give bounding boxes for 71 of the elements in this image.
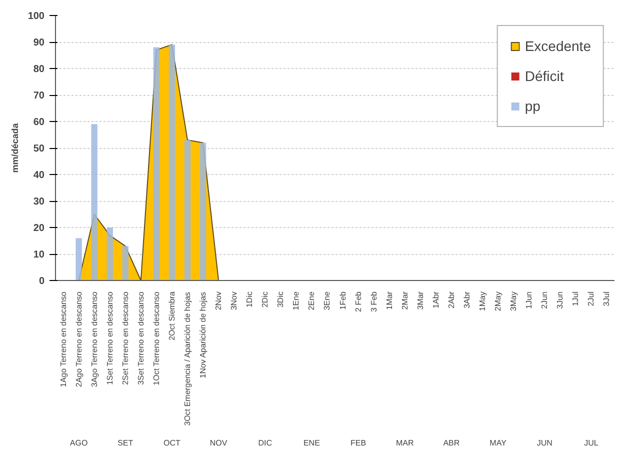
x-tick-label: 1Dic: [245, 291, 254, 308]
text: MAR: [396, 438, 414, 448]
x-tick-label: 2Set Terreno en descanso: [120, 291, 130, 385]
x-tick-label: 1Abr: [431, 291, 440, 308]
x-tick-label: 1Jul: [571, 291, 580, 306]
text: DIC: [258, 438, 272, 448]
x-tick-label: 1Oct Terreno en descanso: [152, 291, 161, 386]
x-tick-label: 3Mar: [416, 291, 425, 310]
text: MAY: [490, 438, 508, 448]
x-tick-label: 3Ene: [322, 290, 332, 310]
x-tick-label: 1Feb: [338, 290, 348, 310]
bar: [153, 47, 160, 280]
x-tick-label: 1Set Terreno en descanso: [105, 291, 114, 385]
text: ENE: [303, 438, 320, 448]
x-tick-label: 2Dic: [260, 291, 270, 308]
y-tick-label: 40: [33, 170, 45, 181]
x-tick-label: 2Jul: [586, 291, 596, 306]
x-tick-label: 2Ene: [307, 290, 316, 310]
y-axis-title: mm/década: [10, 122, 20, 173]
x-tick-label: 2Abr: [446, 291, 456, 308]
bar: [184, 140, 191, 280]
x-tick-label: 3Ago Terreno en descanso: [90, 291, 99, 388]
y-tick-label: 60: [33, 117, 45, 128]
text: JUL: [584, 438, 599, 448]
legend-label: Déficit: [524, 68, 564, 84]
text: AGO: [70, 438, 88, 448]
x-tick-label: 2May: [494, 292, 503, 312]
bar: [91, 124, 98, 280]
y-tick-label: 30: [33, 196, 45, 208]
text: SET: [118, 438, 134, 448]
x-tick-label: 3Abr: [462, 291, 472, 308]
x-tick-label: 1Ago Terreno en descanso: [58, 291, 68, 388]
text: ABR: [443, 438, 460, 448]
y-tick-label: 90: [33, 38, 45, 48]
y-tick-label: 100: [28, 11, 45, 22]
x-tick-label: 2Jun: [540, 291, 550, 309]
x-tick-label: 3Oct Emergencia / Aparición de hojas: [182, 292, 192, 426]
text: OCT: [164, 438, 181, 448]
text: NOV: [210, 438, 228, 448]
y-tick-label: 50: [33, 144, 45, 154]
y-tick-label: 70: [33, 90, 45, 102]
y-tick-label: 20: [33, 223, 45, 234]
x-tick-label: 2Ago Terreno en descanso: [74, 291, 84, 388]
bar: [106, 228, 113, 280]
x-tick-label: 3Nov: [230, 291, 239, 310]
bar: [76, 238, 82, 280]
text: JUN: [536, 438, 553, 448]
x-tick-label: 2Mar: [400, 291, 410, 310]
x-tick-label: 1Nov Aparición de hojas: [198, 292, 208, 378]
y-tick-label: 10: [33, 250, 45, 260]
x-tick-label: 1Jun: [524, 291, 534, 309]
y-tick-label: 0: [38, 276, 45, 287]
x-tick-label: 3Dic: [276, 291, 286, 308]
x-tick-label: 3Set Terreno en descanso: [136, 291, 146, 385]
x-tick-label: 1May: [478, 292, 488, 312]
x-tick-label: 3Jul: [602, 291, 612, 306]
legend-label: pp: [524, 98, 542, 114]
x-tick-label: 2 Feb: [354, 290, 363, 312]
bar: [168, 44, 176, 280]
y-tick-label: 80: [33, 64, 45, 75]
x-tick-label: 3May: [509, 292, 518, 312]
x-tick-label: 1Ene: [292, 290, 301, 310]
x-tick-label: 1Mar: [384, 291, 394, 310]
x-tick-label: 2Oct Siembra: [167, 290, 176, 340]
x-tick-label: 3 Feb: [369, 290, 378, 312]
bar: [200, 142, 206, 280]
text: FEB: [350, 438, 366, 448]
legend-label: Excedente: [524, 38, 591, 54]
x-tick-label: 2Nov: [214, 291, 224, 310]
bar: [122, 246, 128, 280]
x-tick-label: 3Jun: [556, 291, 565, 309]
